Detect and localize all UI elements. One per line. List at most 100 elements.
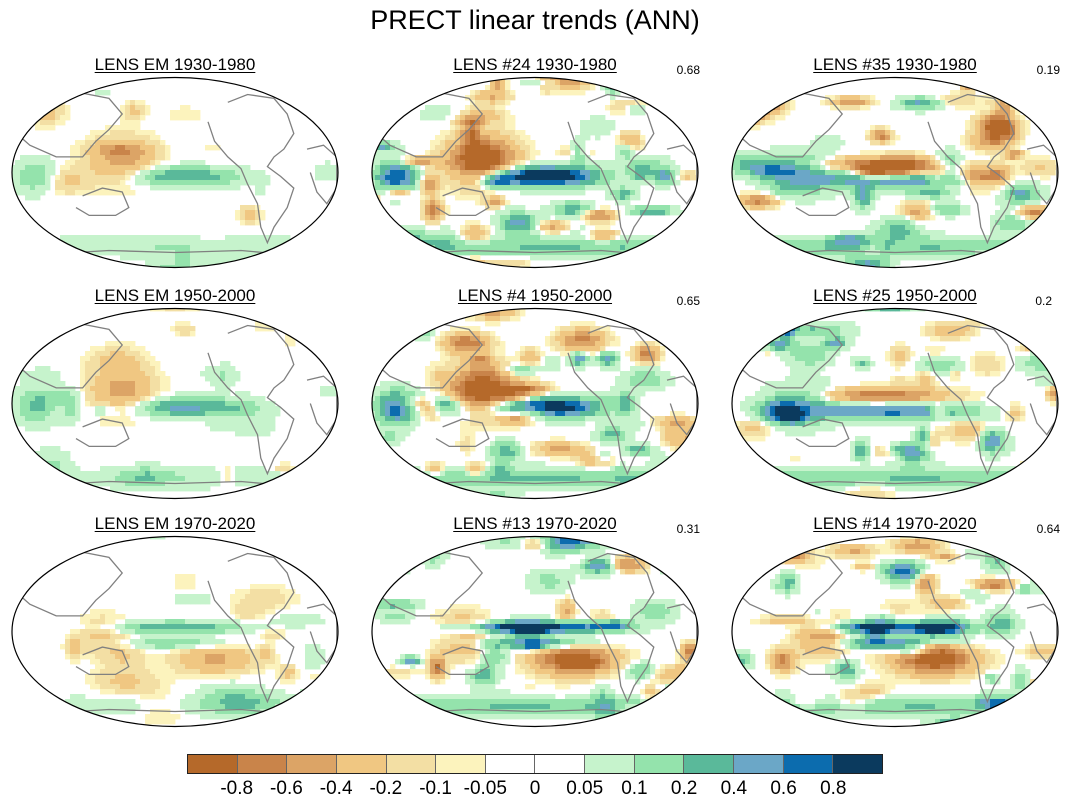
robinson-map xyxy=(371,307,699,500)
coastline xyxy=(1007,82,1042,104)
coastline xyxy=(795,646,850,676)
pattern-correlation: 0.31 xyxy=(676,522,700,536)
robinson-map xyxy=(11,76,339,269)
map-border xyxy=(371,307,699,500)
robinson-map xyxy=(731,76,1059,269)
colorbar-tick-label: -0.8 xyxy=(220,778,254,799)
coastline xyxy=(647,541,682,563)
map-border xyxy=(11,535,339,728)
robinson-map xyxy=(371,535,699,728)
coastline xyxy=(287,313,322,335)
colorbar-box xyxy=(287,755,337,773)
colorbar-box xyxy=(734,755,784,773)
coastline xyxy=(647,82,682,104)
pattern-correlation: 0.64 xyxy=(1036,522,1060,536)
colorbar-box xyxy=(485,755,536,773)
map-panel: LENS #4 1950-2000 0.65 xyxy=(370,286,700,501)
trend-field xyxy=(12,536,338,727)
colorbar-tick-label: 0.2 xyxy=(670,778,698,799)
map-border xyxy=(11,307,339,500)
panel-title-text: LENS EM 1950-2000 xyxy=(94,286,256,305)
robinson-map xyxy=(731,307,1059,500)
coastline xyxy=(207,552,295,704)
panel-title-text: LENS #25 1950-2000 xyxy=(813,286,977,305)
coastline xyxy=(927,324,1015,476)
coastline xyxy=(927,552,1015,704)
coastline xyxy=(1007,313,1042,335)
coastline xyxy=(75,187,130,217)
panel-title: LENS EM 1950-2000 xyxy=(10,286,340,306)
map-border xyxy=(371,535,699,728)
colorbar-box xyxy=(436,755,486,773)
colorbar-tick-label: 0 xyxy=(529,778,541,799)
map-border xyxy=(731,307,1059,500)
colorbar-tick-label: 0.05 xyxy=(566,778,604,799)
robinson-map xyxy=(731,535,1059,728)
figure-title: PRECT linear trends (ANN) xyxy=(370,5,700,35)
colorbar-labels: -0.8 -0.6 -0.4 -0.2 -0.1 -0.05 0 0.05 0.1 0.2 0.4 0… xyxy=(0,778,1070,802)
panel-title: LENS #24 1930-1980 xyxy=(370,55,700,75)
panel-title-text: LENS EM 1970-2020 xyxy=(94,514,256,533)
map-border xyxy=(11,76,339,269)
panel-title-text: LENS #4 1950-2000 xyxy=(457,286,613,305)
coastline xyxy=(207,324,295,476)
trend-field xyxy=(732,308,1058,499)
panel-title-text: LENS #13 1970-2020 xyxy=(453,514,617,533)
pattern-correlation: 0.2 xyxy=(1035,294,1052,308)
coastline xyxy=(287,82,322,104)
panel-title-text: LENS EM 1930-1980 xyxy=(94,55,256,74)
coastline xyxy=(75,646,130,676)
trend-field xyxy=(732,536,1058,727)
colorbar-box xyxy=(188,755,238,773)
colorbar-tick-label: 0.1 xyxy=(621,778,648,799)
map-panel: LENS #35 1930-1980 0.19 xyxy=(730,55,1060,270)
pattern-correlation: 0.65 xyxy=(676,294,700,308)
pattern-correlation: 0.68 xyxy=(676,63,700,77)
robinson-map xyxy=(371,76,699,269)
map-panel: LENS EM 1950-2000 xyxy=(10,286,340,501)
coastline xyxy=(567,552,655,704)
panel-title: LENS EM 1970-2020 xyxy=(10,514,340,534)
panel-title: LENS #13 1970-2020 xyxy=(370,514,700,534)
trend-field xyxy=(372,77,698,268)
colorbar-tick-label: -0.6 xyxy=(270,778,303,799)
trend-field xyxy=(12,308,338,499)
map-panel: LENS EM 1930-1980 xyxy=(10,55,340,270)
panel-title: LENS EM 1930-1980 xyxy=(10,55,340,75)
panel-title-text: LENS #24 1930-1980 xyxy=(453,55,617,74)
robinson-map xyxy=(11,307,339,500)
colorbar-box xyxy=(833,755,882,773)
coastline xyxy=(647,313,682,335)
coastline xyxy=(567,324,655,476)
map-panel: LENS #25 1950-2000 0.2 xyxy=(730,286,1060,501)
colorbar-tick-label: 0.6 xyxy=(770,778,797,799)
trend-field xyxy=(12,77,338,268)
panel-title: LENS #25 1950-2000 xyxy=(730,286,1060,306)
pattern-correlation: 0.19 xyxy=(1036,63,1060,77)
coastline xyxy=(435,418,490,448)
colorbar-tick-label: -0.05 xyxy=(463,778,507,799)
colorbar-box xyxy=(634,755,685,773)
colorbar-tick-label: -0.1 xyxy=(419,778,452,799)
coastline xyxy=(435,187,490,217)
map-border xyxy=(371,76,699,269)
coastline xyxy=(927,93,1015,245)
map-panel: LENS #14 1970-2020 0.64 xyxy=(730,514,1060,729)
panel-title: LENS #4 1950-2000 xyxy=(370,286,700,306)
colorbar-tick-label: -0.2 xyxy=(369,778,403,799)
map-panel: LENS #13 1970-2020 0.31 xyxy=(370,514,700,729)
panel-title-text: LENS #14 1970-2020 xyxy=(813,514,977,533)
colorbar-box xyxy=(386,755,437,773)
colorbar-box xyxy=(237,755,288,773)
colorbar-box xyxy=(585,755,635,773)
coastline xyxy=(435,646,490,676)
robinson-map xyxy=(11,535,339,728)
coastline xyxy=(75,418,130,448)
colorbar xyxy=(187,754,883,774)
coastline xyxy=(1007,541,1042,563)
coastline xyxy=(795,418,850,448)
map-panel: LENS #24 1930-1980 0.68 xyxy=(370,55,700,270)
trend-field xyxy=(372,308,698,499)
trend-field xyxy=(732,77,1058,268)
colorbar-box xyxy=(336,755,387,773)
